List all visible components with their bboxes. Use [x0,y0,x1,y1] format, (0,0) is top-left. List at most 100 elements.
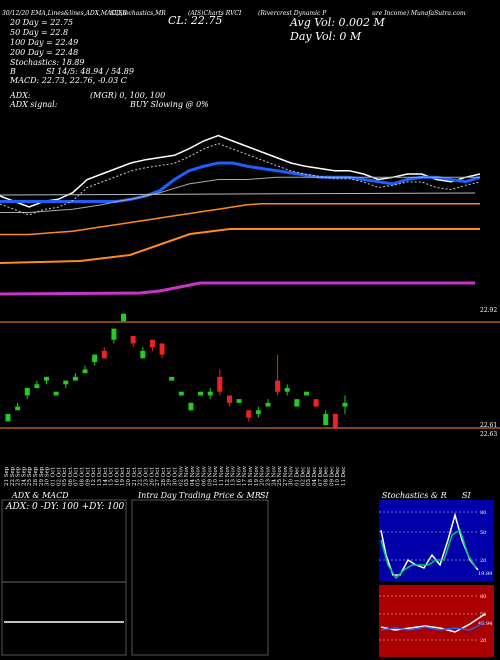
header-line1: 30/12/20 EMA,Lines&lines,ADX,MACD,B [2,10,127,17]
ema200-label: 200 Day = 22.48 [10,48,79,57]
si-value: 48.94 [478,621,492,627]
ema-line-0 [0,134,481,208]
candle-body [140,350,146,359]
date-label: 01 Oct [50,467,56,486]
candle-body [294,399,300,407]
right-label-mid: 22.61 [480,422,497,429]
stoch-value: 19.89 [478,571,492,577]
date-label: 05 Oct [62,467,68,486]
si-label: SI 14/5: 48.94 / 54.89 [46,67,134,76]
right-label-top: 22.92 [480,307,497,314]
panel-tick: 80 [480,510,486,516]
date-label: 17 Nov [242,465,248,486]
date-label: 26 Oct [149,467,155,486]
macd-label: MACD: 22.73, 22.76, -0.03 C [10,76,127,85]
reference-line [0,192,476,196]
candle-body [323,414,329,426]
date-label: 25 Nov [277,465,283,486]
date-label: 30 Sep [45,466,51,486]
candle-body [246,410,252,418]
candle-body [121,313,127,322]
date-label: 19 Nov [254,465,260,486]
candle-body [159,343,165,355]
date-label: 29 Oct [167,467,173,486]
candle-body [188,402,194,411]
avg-volume: Avg Vol: 0.002 M [290,16,385,29]
buy-signal: BUY Slowing @ 0% [130,100,209,109]
date-label: 18 Nov [248,465,254,486]
ema-line-2 [0,176,480,213]
date-label: 02 Nov [178,465,184,486]
stoch-label: Stochastics: 18.89 [10,58,85,67]
intraday-si: SI [260,491,269,500]
panel-tick: 50 [480,530,486,536]
candle-body [169,376,175,381]
candle-body [5,414,11,422]
date-label: 10 Nov [213,465,219,486]
close-price: CL: 22.75 [168,14,223,27]
date-label: 09 Nov [207,465,213,486]
date-label: 12 Oct [91,467,97,486]
date-label: 06 Nov [202,465,208,486]
candle-body [53,391,59,396]
signal-line [0,142,481,216]
date-label: 04 Dec [312,467,318,487]
ema20-label: 20 Day = 22.75 [10,18,74,27]
adx-panel-title: ADX & MACD [12,491,69,500]
date-label: 20 Oct [126,467,132,486]
adx-panel [1,499,127,656]
ema100-label: 100 Day = 22.49 [10,38,79,47]
stoch-line-d [380,528,477,580]
date-label: 06 Oct [68,467,74,486]
adx-label: ADX: [10,91,31,100]
b-label: B [10,67,16,76]
date-label: 25 Sep [27,466,33,486]
candle-body [101,350,107,359]
date-label: 05 Nov [196,465,202,486]
date-label: 09 Oct [85,467,91,486]
candle-body [92,354,98,362]
date-label: 02 Dec [300,467,306,487]
header-line1d: (Rivercrest Dynamic P [258,10,327,17]
si-line-signal [380,621,486,631]
date-label: 11 Nov [219,465,225,486]
si-line [380,613,486,633]
panel-tick: 20 [480,558,486,564]
date-label: 16 Oct [114,467,120,486]
adx-value: (MGR) 0, 100, 100 [90,91,166,100]
date-label: 02 Oct [56,467,62,486]
candle-body [207,391,213,396]
candle-body [226,395,232,403]
candle-body [275,380,281,392]
candle-body [284,388,290,392]
candle-body [178,391,184,396]
date-label: 07 Dec [318,467,324,487]
date-label: 27 Nov [283,465,289,486]
date-label: 21 Oct [132,467,138,486]
date-label: 24 Sep [21,466,27,486]
candle-body [265,402,271,407]
date-label: 30 Oct [173,467,179,486]
intraday-panel [131,499,269,656]
date-label: 08 Oct [80,467,86,486]
date-label: 15 Oct [109,467,115,486]
ema-line-1 [0,161,481,203]
date-label: 20 Nov [260,465,266,486]
candle-body [44,376,50,381]
panel-tick: 20 [480,638,486,644]
date-label: 10 Dec [335,467,341,487]
date-label: 07 Oct [74,467,80,486]
stoch-panel-title: Stochastics & R [382,491,447,500]
right-label-low: 22.63 [480,431,497,438]
date-label: 19 Oct [120,467,126,486]
candle-body [24,388,30,396]
date-label: 22 Oct [138,467,144,486]
candle-body [236,399,242,403]
date-label: 28 Sep [33,466,39,486]
date-label: 11 Dec [341,467,347,487]
date-label: 30 Nov [289,465,295,486]
date-label: 27 Oct [155,467,161,486]
candle-body [72,376,78,381]
adx-signal-label: ADX signal: [10,100,58,109]
